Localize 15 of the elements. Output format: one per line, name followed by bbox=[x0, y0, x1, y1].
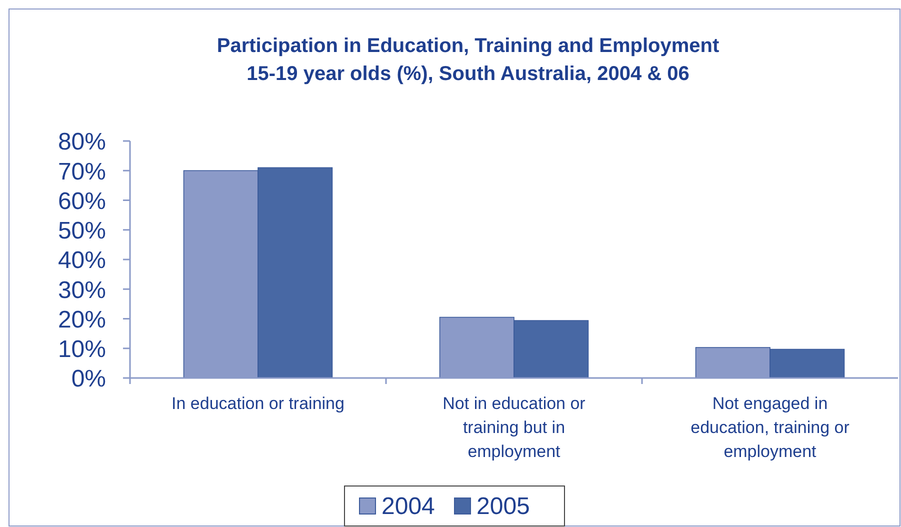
y-tick-label: 60% bbox=[58, 188, 106, 215]
legend-label: 2004 bbox=[382, 493, 435, 520]
y-tick-label: 10% bbox=[58, 336, 106, 364]
legend-label: 2005 bbox=[476, 493, 530, 520]
y-tick-label: 70% bbox=[58, 158, 106, 186]
y-tick-label: 0% bbox=[71, 366, 106, 393]
y-tick-label: 30% bbox=[58, 276, 106, 304]
y-tick-label: 40% bbox=[58, 247, 106, 274]
chart-title: Participation in Education, Training and Employment 15-19 year olds (%), South Australia, 2004 & 06 bbox=[216, 35, 720, 85]
y-tick-label: 80% bbox=[58, 128, 106, 156]
y-tick-label: 20% bbox=[58, 306, 106, 334]
y-tick-label: 50% bbox=[58, 218, 106, 245]
x-tick-label: Not engaged in education, training or employment bbox=[690, 394, 850, 461]
x-tick-label: In education or training bbox=[172, 394, 344, 413]
x-tick-label: Not in education or training but in employment bbox=[442, 394, 586, 461]
